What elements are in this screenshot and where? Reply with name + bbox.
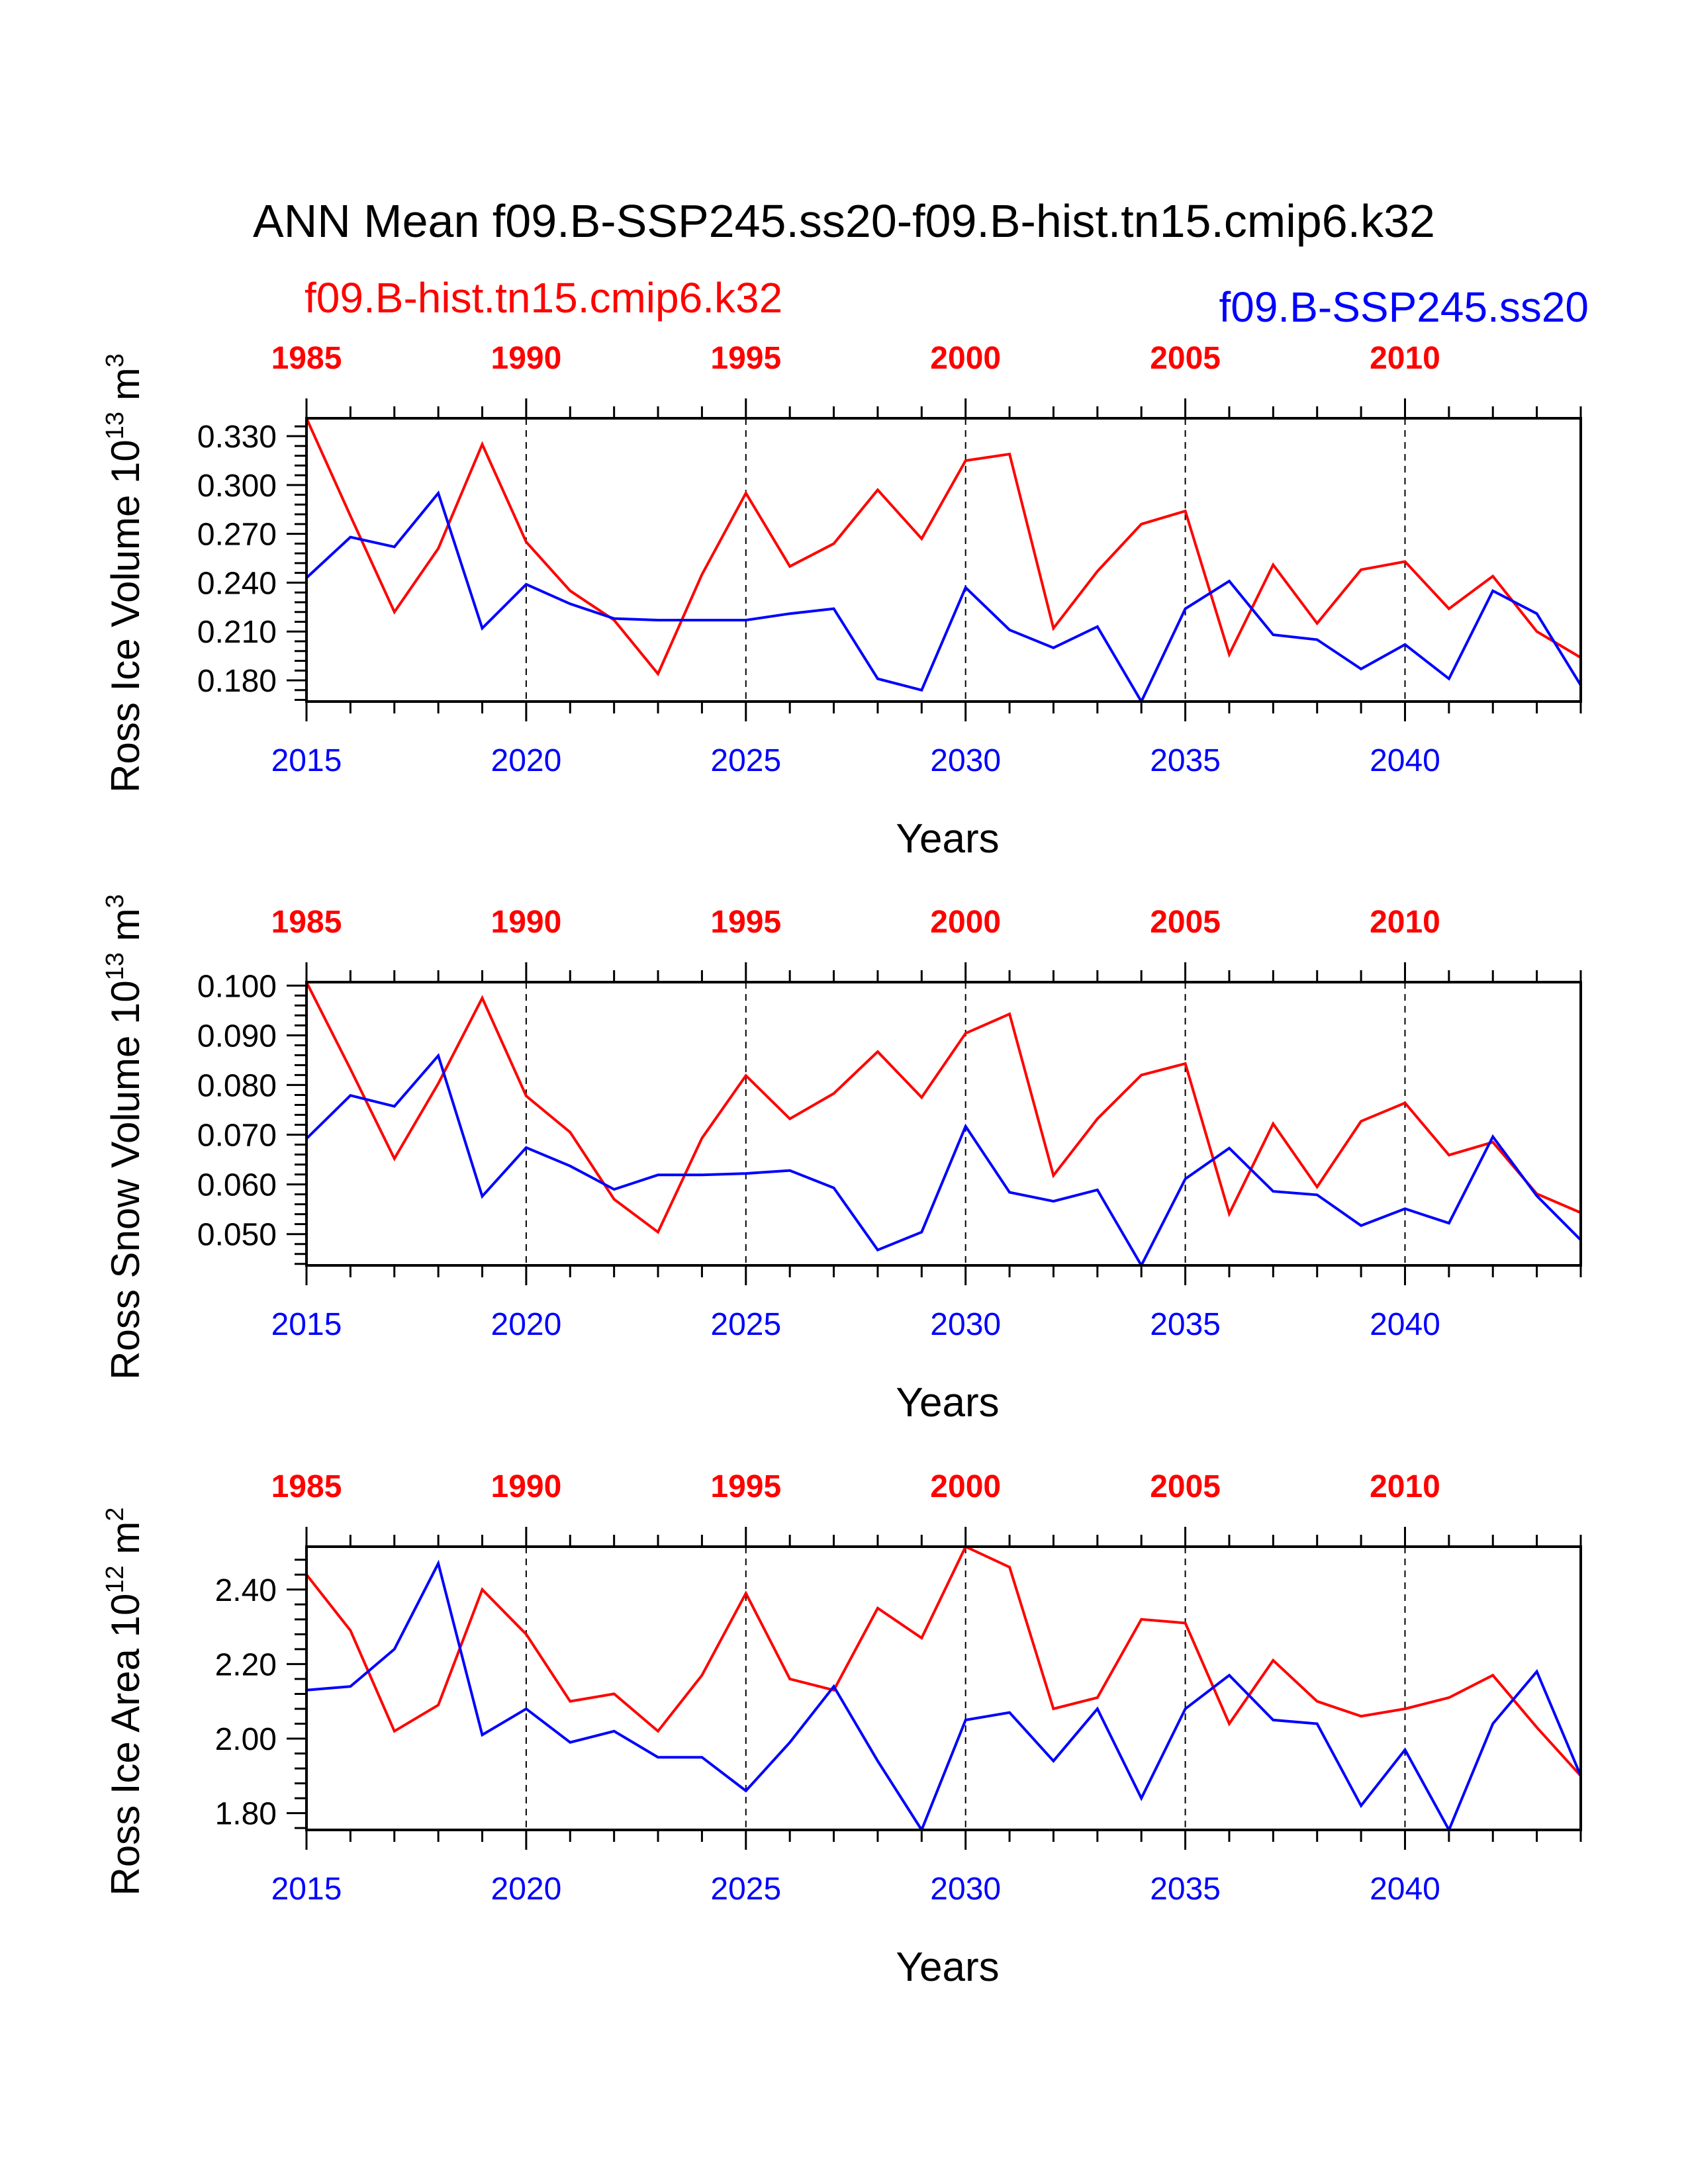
panel-3: 1.80 2.00 2.20 2.40 1985 1990 1995 2000 2005 2010… [101,1469,1582,1990]
bottom-year-label: 2020 [491,743,562,778]
top-year-label: 1995 [710,341,781,376]
y-tick-label: 0.180 [197,664,277,699]
bottom-year-label: 2040 [1370,1872,1440,1907]
top-year-label: 1985 [271,341,342,376]
series-line-ssp [305,490,1582,705]
series-line-ssp [306,1559,1582,1833]
y-axis-label: Ross Ice Volume 1013 m3 [101,353,148,793]
y-axis-label: Ross Snow Volume 1013 m3 [101,894,148,1380]
bottom-year-label: 2035 [1150,1872,1221,1907]
y-tick-label: 2.00 [215,1722,277,1757]
top-year-label: 1985 [271,905,342,940]
y-tick-label: 0.080 [197,1068,277,1103]
top-year-label: 2000 [930,341,1001,376]
bottom-year-label: 2025 [710,1307,781,1342]
y-tick-label: 0.070 [197,1118,277,1154]
series-line-hist [305,1545,1582,1777]
legend-hist-case: f09.B-hist.tn15.cmip6.k32 [305,274,782,322]
y-tick-label: 0.100 [197,969,277,1004]
series-line-hist [305,418,1582,676]
top-year-label: 2010 [1370,341,1440,376]
plot-frame [305,981,1582,1267]
bottom-year-label: 2015 [271,1872,342,1907]
legend-ssp-case: f09.B-SSP245.ss20 [1219,283,1589,331]
bottom-year-label: 2030 [930,1872,1001,1907]
x-axis-label: Years [896,816,999,862]
plot-frame [305,417,1582,703]
main-title: ANN Mean f09.B-SSP245.ss20-f09.B-hist.tn… [253,195,1435,247]
top-year-label: 1990 [491,1469,562,1504]
panels: 0.180 0.210 0.240 0.270 0.300 0.330 1985 1990 19… [101,341,1582,1990]
top-year-label: 1990 [491,341,562,376]
top-year-label: 2005 [1150,905,1221,940]
top-year-label: 1995 [710,905,781,940]
bottom-year-label: 2015 [271,1307,342,1342]
bottom-year-label: 2035 [1150,743,1221,778]
bottom-year-label: 2020 [491,1872,562,1907]
y-tick-label: 1.80 [215,1797,277,1832]
bottom-year-label: 2040 [1370,1307,1440,1342]
top-year-label: 1990 [491,905,562,940]
top-year-label: 2000 [930,1469,1001,1504]
plot-frame [305,1545,1582,1831]
y-axis-label: Ross Ice Area 1012 m2 [101,1508,148,1896]
top-year-label: 2010 [1370,905,1440,940]
top-year-label: 2005 [1150,1469,1221,1504]
y-tick-label: 2.40 [215,1573,277,1608]
top-year-label: 2005 [1150,341,1221,376]
panel-2: 0.050 0.060 0.070 0.080 0.090 0.100 1985 1990 19… [101,894,1582,1426]
series-line-hist [305,981,1581,1234]
top-year-label: 2000 [930,905,1001,940]
y-tick-label: 0.050 [197,1218,277,1253]
y-tick-label: 0.240 [197,566,277,601]
y-tick-label: 0.330 [197,420,277,455]
bottom-year-label: 2035 [1150,1307,1221,1342]
series-line-ssp [305,1053,1582,1269]
y-tick-label: 0.270 [197,518,277,553]
y-tick-label: 0.060 [197,1168,277,1203]
x-axis-label: Years [896,1380,999,1426]
bottom-year-label: 2040 [1370,743,1440,778]
bottom-year-label: 2030 [930,1307,1001,1342]
y-tick-label: 0.090 [197,1019,277,1054]
top-year-label: 2010 [1370,1469,1440,1504]
top-year-label: 1995 [710,1469,781,1504]
bottom-year-label: 2015 [271,743,342,778]
top-year-label: 1985 [271,1469,342,1504]
y-tick-label: 0.300 [197,469,277,504]
y-tick-label: 0.210 [197,615,277,650]
y-tick-label: 2.20 [215,1647,277,1682]
bottom-year-label: 2020 [491,1307,562,1342]
bottom-year-label: 2025 [710,1872,781,1907]
bottom-year-label: 2030 [930,743,1001,778]
x-axis-label: Years [896,1944,999,1990]
bottom-year-label: 2025 [710,743,781,778]
panel-1: 0.180 0.210 0.240 0.270 0.300 0.330 1985 1990 19… [101,341,1582,862]
